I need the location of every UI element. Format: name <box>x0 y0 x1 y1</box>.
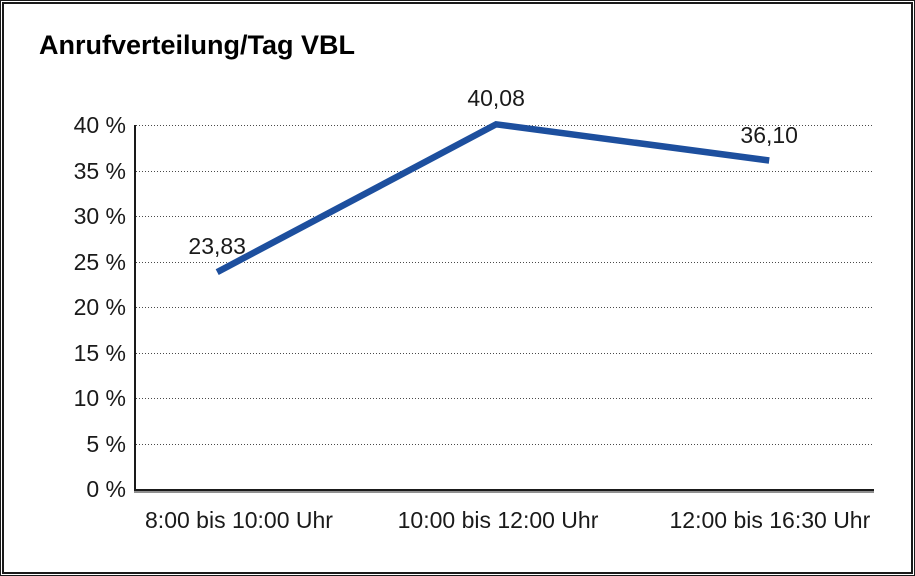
y-axis-tick-label: 20 % <box>73 294 126 320</box>
y-axis-tick-label: 25 % <box>73 248 126 275</box>
data-point-label: 23,83 <box>188 233 246 260</box>
y-axis-tick-label: 10 % <box>73 385 126 411</box>
data-point-label: 36,10 <box>740 121 798 148</box>
gridline <box>136 170 874 172</box>
x-axis-tick-label: 8:00 bis 10:00 Uhr <box>145 507 333 533</box>
y-axis-tick-label: 5 % <box>86 430 126 457</box>
y-axis-tick-label: 0 % <box>86 476 126 502</box>
plot-area <box>134 120 874 493</box>
gridline <box>136 443 874 445</box>
x-axis-tick-label: 10:00 bis 12:00 Uhr <box>397 507 599 533</box>
series-polyline <box>215 120 770 275</box>
y-axis-tick-label: 35 % <box>73 157 126 184</box>
y-axis-tick-label: 30 % <box>73 203 126 229</box>
data-point-label: 40,08 <box>467 85 525 112</box>
y-axis-tick-label: 15 % <box>73 339 126 366</box>
x-axis-tick-label: 12:00 bis 16:30 Uhr <box>669 507 871 533</box>
gridline <box>136 216 874 217</box>
chart-title: Anrufverteilung/Tag VBL <box>39 30 356 60</box>
gridline <box>136 398 874 399</box>
data-line-series <box>215 120 770 275</box>
gridline <box>136 261 874 263</box>
gridline <box>136 352 874 354</box>
y-axis-tick-label: 40 % <box>73 112 126 138</box>
gridline <box>136 307 874 308</box>
